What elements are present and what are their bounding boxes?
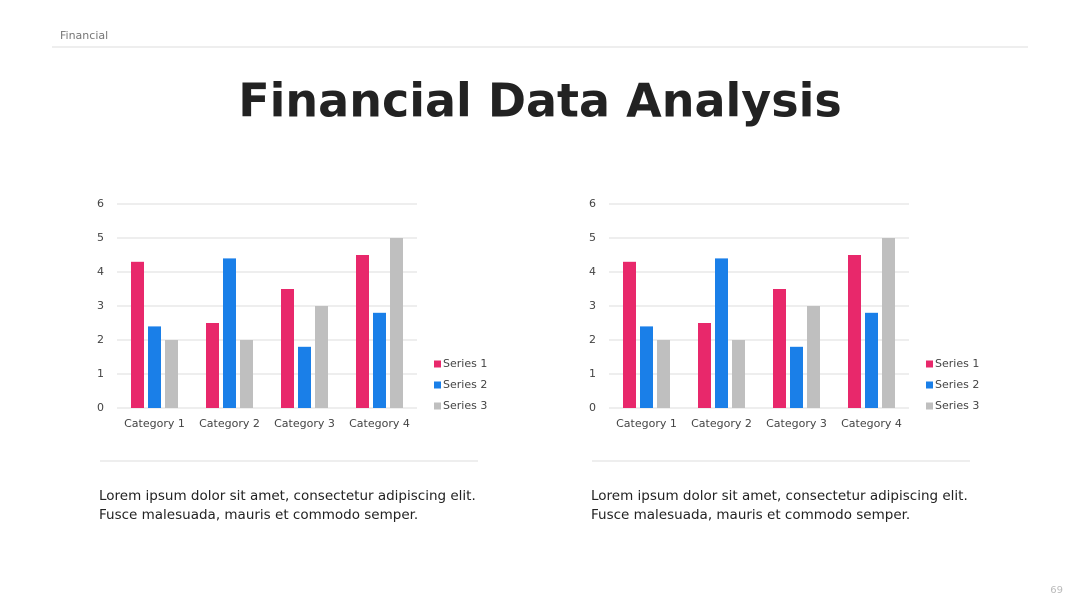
bar <box>281 289 294 408</box>
legend-label: Series 3 <box>935 399 979 412</box>
bar <box>848 255 861 408</box>
bar <box>698 323 711 408</box>
y-tick-label: 3 <box>97 299 104 312</box>
y-tick-label: 1 <box>589 367 596 380</box>
page-number: 69 <box>1050 585 1063 596</box>
legend-label: Series 1 <box>443 357 487 370</box>
y-tick-label: 2 <box>589 333 596 346</box>
bar <box>882 238 895 408</box>
x-tick-label: Category 3 <box>274 417 335 430</box>
bar <box>623 261 636 408</box>
caption-line: Lorem ipsum dolor sit amet, consectetur … <box>591 488 968 504</box>
bar <box>131 261 144 408</box>
bar <box>640 326 653 408</box>
y-tick-label: 4 <box>97 265 104 278</box>
bar <box>148 326 161 408</box>
x-tick-label: Category 3 <box>766 417 827 430</box>
x-tick-label: Category 1 <box>616 417 677 430</box>
legend-label: Series 3 <box>443 399 487 412</box>
legend-swatch <box>434 381 441 389</box>
bar <box>807 306 820 408</box>
legend-swatch <box>926 402 933 410</box>
y-tick-label: 2 <box>97 333 104 346</box>
bar <box>732 340 745 408</box>
legend-label: Series 2 <box>443 378 487 391</box>
y-tick-label: 3 <box>589 299 596 312</box>
bar <box>373 312 386 408</box>
y-tick-label: 5 <box>589 231 596 244</box>
legend-label: Series 2 <box>935 378 979 391</box>
legend-swatch <box>434 360 441 368</box>
bar <box>206 323 219 408</box>
caption-line: Fusce malesuada, mauris et commodo sempe… <box>99 507 418 523</box>
x-tick-label: Category 2 <box>199 417 260 430</box>
legend-swatch <box>926 381 933 389</box>
bar <box>790 346 803 408</box>
bar <box>223 258 236 408</box>
bar <box>390 238 403 408</box>
y-tick-label: 0 <box>589 401 596 414</box>
y-tick-label: 6 <box>589 197 596 210</box>
x-tick-label: Category 4 <box>841 417 902 430</box>
legend-label: Series 1 <box>935 357 979 370</box>
bar <box>356 255 369 408</box>
bar <box>165 340 178 408</box>
bar <box>773 289 786 408</box>
bar <box>315 306 328 408</box>
legend-swatch <box>926 360 933 368</box>
bar <box>715 258 728 408</box>
bar <box>240 340 253 408</box>
legend-swatch <box>434 402 441 410</box>
y-tick-label: 0 <box>97 401 104 414</box>
bar <box>657 340 670 408</box>
title: Financial Data Analysis <box>238 74 842 128</box>
y-tick-label: 1 <box>97 367 104 380</box>
x-tick-label: Category 2 <box>691 417 752 430</box>
caption-line: Fusce malesuada, mauris et commodo sempe… <box>591 507 910 523</box>
bar <box>865 312 878 408</box>
bar <box>298 346 311 408</box>
header: Financial <box>60 29 108 42</box>
y-tick-label: 4 <box>589 265 596 278</box>
y-tick-label: 6 <box>97 197 104 210</box>
x-tick-label: Category 1 <box>124 417 185 430</box>
y-tick-label: 5 <box>97 231 104 244</box>
x-tick-label: Category 4 <box>349 417 410 430</box>
caption-line: Lorem ipsum dolor sit amet, consectetur … <box>99 488 476 504</box>
